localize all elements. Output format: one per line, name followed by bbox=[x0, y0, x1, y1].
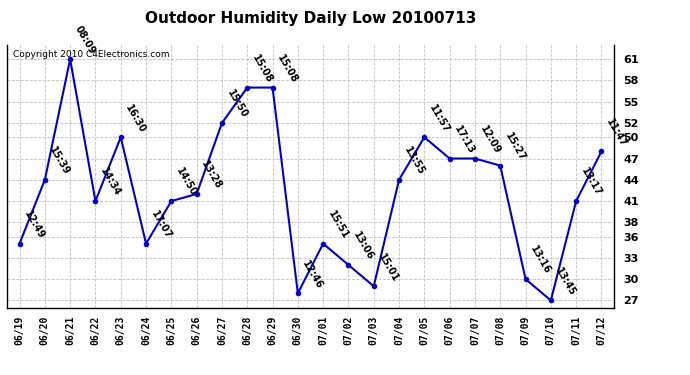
Text: 08:09: 08:09 bbox=[73, 24, 97, 56]
Text: 13:45: 13:45 bbox=[553, 266, 578, 298]
Text: 11:57: 11:57 bbox=[427, 103, 451, 135]
Text: 14:50: 14:50 bbox=[174, 166, 198, 198]
Text: 15:08: 15:08 bbox=[275, 53, 299, 85]
Text: 15:01: 15:01 bbox=[377, 252, 401, 284]
Text: 17:07: 17:07 bbox=[149, 209, 173, 241]
Text: 15:39: 15:39 bbox=[48, 145, 72, 177]
Text: 12:49: 12:49 bbox=[22, 209, 46, 241]
Text: 15:51: 15:51 bbox=[326, 209, 350, 241]
Text: 16:30: 16:30 bbox=[124, 103, 148, 135]
Text: 11:47: 11:47 bbox=[604, 117, 629, 148]
Text: 13:55: 13:55 bbox=[402, 145, 426, 177]
Text: 12:46: 12:46 bbox=[301, 259, 325, 291]
Text: Outdoor Humidity Daily Low 20100713: Outdoor Humidity Daily Low 20100713 bbox=[145, 11, 476, 26]
Text: Copyright 2010 C4Electronics.com: Copyright 2010 C4Electronics.com bbox=[13, 50, 170, 59]
Text: 14:34: 14:34 bbox=[98, 166, 122, 198]
Text: 17:13: 17:13 bbox=[453, 124, 477, 156]
Text: 13:06: 13:06 bbox=[351, 230, 375, 262]
Text: 15:08: 15:08 bbox=[250, 53, 274, 85]
Text: 12:09: 12:09 bbox=[477, 124, 502, 156]
Text: 13:17: 13:17 bbox=[579, 166, 603, 198]
Text: 13:16: 13:16 bbox=[529, 244, 553, 276]
Text: 15:27: 15:27 bbox=[503, 131, 527, 163]
Text: 13:28: 13:28 bbox=[199, 159, 224, 191]
Text: 15:50: 15:50 bbox=[225, 88, 249, 120]
